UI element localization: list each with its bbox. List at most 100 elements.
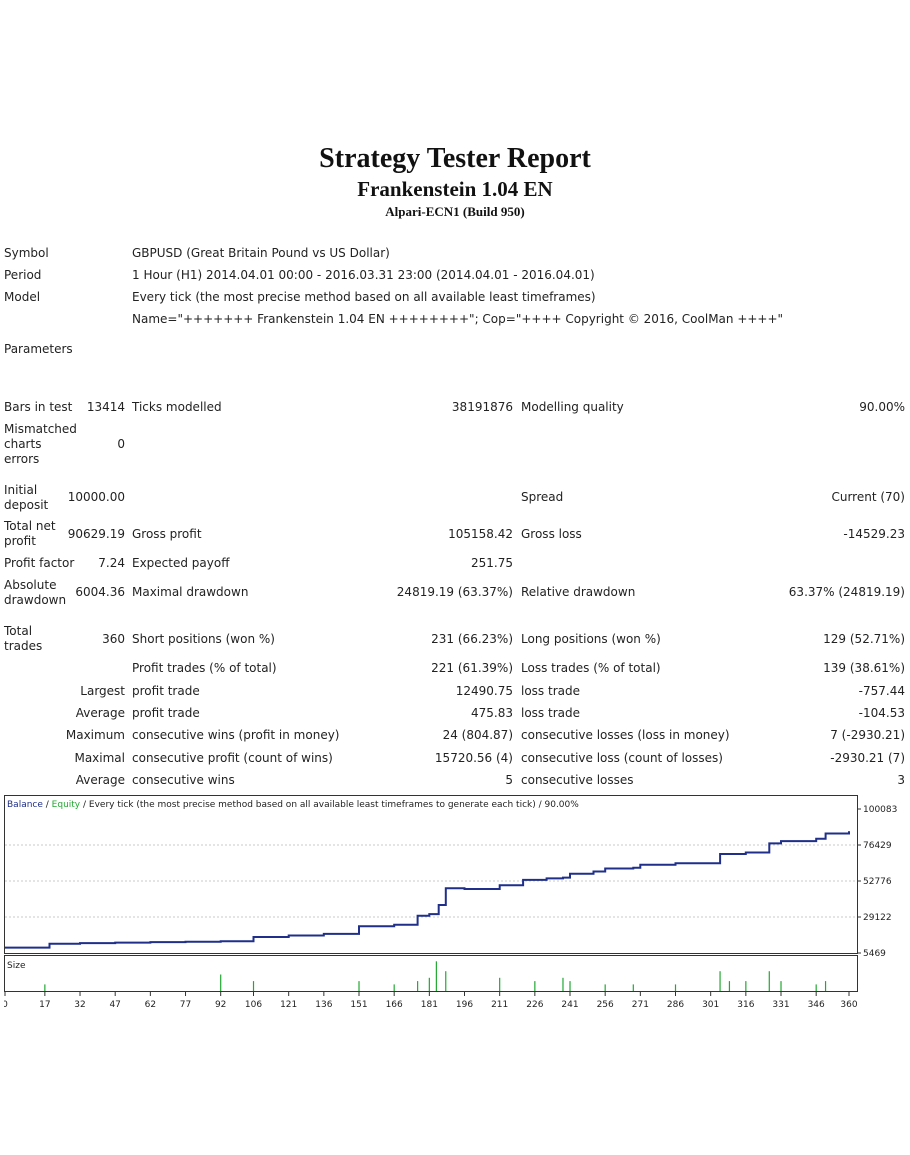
period-value: 1 Hour (H1) 2014.04.01 00:00 - 2016.03.3…	[132, 268, 595, 282]
x-tick-label: 331	[772, 1000, 789, 1010]
x-tick-label: 256	[597, 1000, 614, 1010]
netprofit-label: Total net profit	[4, 519, 56, 548]
reldd-value: 63.37% (24819.19)	[788, 585, 905, 599]
short-label: Short positions (won %)	[132, 632, 275, 646]
balance-chart: Balance / Equity / Every tick (the most …	[4, 795, 897, 1010]
maximal-cons-profit-value: 15720.56 (4)	[434, 751, 513, 765]
report-title: Strategy Tester Report	[319, 143, 591, 174]
absdd-label: Absolute drawdown	[4, 578, 67, 607]
parameters-label: Parameters	[4, 342, 73, 356]
x-tick-label: 241	[561, 1000, 578, 1010]
deposit-label: Initial deposit	[4, 483, 49, 512]
x-tick-label: 166	[386, 1000, 403, 1010]
chart-grid	[5, 844, 857, 918]
x-axis-ticks: 0 17 32 47 62 77 92 106 121 136 151 166 181 196 211 226…	[4, 992, 858, 1010]
reldd-label: Relative drawdown	[521, 585, 636, 599]
model-value: Every tick (the most precise method base…	[132, 290, 596, 304]
x-tick-label: 0	[4, 1000, 8, 1010]
avg-cons-losses-value: 3	[897, 773, 905, 787]
maxdd-label: Maximal drawdown	[132, 585, 249, 599]
balance-line	[5, 831, 850, 949]
grossprofit-label: Gross profit	[132, 527, 202, 541]
largest-loss-value: -757.44	[858, 684, 905, 698]
maximum-label: Maximum	[65, 728, 125, 742]
size-label: Size	[7, 961, 26, 971]
maximal-cons-loss-label: consecutive loss (count of losses)	[521, 751, 723, 765]
x-tick-label: 211	[491, 1000, 508, 1010]
x-tick-label: 181	[421, 1000, 438, 1010]
x-tick-label: 121	[280, 1000, 297, 1010]
grossloss-label: Gross loss	[521, 527, 582, 541]
mismatched-label: Mismatched charts errors	[4, 422, 77, 466]
y-tick-label: 76429	[863, 841, 892, 851]
ticks-value: 38191876	[451, 400, 513, 414]
grossprofit-value: 105158.42	[448, 527, 513, 541]
avg-cons-losses-label: consecutive losses	[521, 773, 634, 787]
payoff-label: Expected payoff	[132, 556, 230, 570]
average2-label: Average	[75, 773, 125, 787]
y-tick-label: 29122	[863, 913, 892, 923]
quality-label: Modelling quality	[521, 400, 624, 414]
x-tick-label: 136	[315, 1000, 332, 1010]
x-tick-label: 316	[737, 1000, 754, 1010]
symbol-label: Symbol	[4, 246, 49, 260]
legend-equity: Equity	[52, 800, 81, 810]
average-label: Average	[75, 706, 125, 720]
avg-cons-wins-label: consecutive wins	[132, 773, 235, 787]
max-cons-losses-label: consecutive losses (loss in money)	[521, 728, 730, 742]
y-tick-label: 5469	[863, 949, 886, 959]
x-tick-label: 106	[245, 1000, 262, 1010]
y-axis-ticks: 100083 76429 52776 29122 5469	[857, 805, 897, 959]
x-tick-label: 32	[74, 1000, 85, 1010]
absdd-value: 6004.36	[75, 585, 125, 599]
largest-label: Largest	[80, 684, 125, 698]
x-tick-label: 360	[840, 1000, 857, 1010]
largest-profit-value: 12490.75	[455, 684, 513, 698]
bars-label: Bars in test	[4, 400, 73, 414]
report-header: Strategy Tester Report Frankenstein 1.04…	[0, 142, 910, 222]
maximal-label: Maximal	[74, 751, 125, 765]
x-tick-label: 77	[180, 1000, 191, 1010]
ltrades-value: 139 (38.61%)	[823, 661, 905, 675]
payoff-value: 251.75	[471, 556, 513, 570]
legend-sep: /	[43, 800, 52, 810]
x-tick-label: 196	[456, 1000, 473, 1010]
long-label: Long positions (won %)	[521, 632, 661, 646]
quality-value: 90.00%	[859, 400, 905, 414]
spread-label: Spread	[521, 490, 564, 504]
largest-loss-label: loss trade	[521, 684, 580, 698]
maximal-cons-loss-value: -2930.21 (7)	[830, 751, 905, 765]
average-loss-label: loss trade	[521, 706, 580, 720]
grossloss-value: -14529.23	[843, 527, 905, 541]
ticks-label: Ticks modelled	[132, 400, 222, 414]
max-cons-losses-value: 7 (-2930.21)	[830, 728, 905, 742]
avg-cons-wins-value: 5	[505, 773, 513, 787]
ltrades-label: Loss trades (% of total)	[521, 661, 661, 675]
x-tick-label: 62	[145, 1000, 156, 1010]
mismatched-value: 0	[117, 437, 125, 451]
average-loss-value: -104.53	[858, 706, 905, 720]
server-build: Alpari-ECN1 (Build 950)	[385, 204, 525, 219]
model-params: Name="+++++++ Frankenstein 1.04 EN +++++…	[132, 312, 784, 326]
expert-name: Frankenstein 1.04 EN	[357, 177, 553, 201]
x-tick-label: 17	[39, 1000, 50, 1010]
spread-value: Current (70)	[831, 490, 905, 504]
main-plot-frame	[4, 795, 858, 954]
largest-profit-label: profit trade	[132, 684, 200, 698]
size-plot-frame	[4, 955, 858, 992]
x-tick-label: 271	[632, 1000, 649, 1010]
legend-balance: Balance	[7, 800, 43, 810]
average-profit-value: 475.83	[471, 706, 513, 720]
x-tick-label: 92	[215, 1000, 226, 1010]
long-value: 129 (52.71%)	[823, 632, 905, 646]
x-tick-label: 301	[702, 1000, 719, 1010]
maximal-cons-profit-label: consecutive profit (count of wins)	[132, 751, 333, 765]
symbol-value: GBPUSD (Great Britain Pound vs US Dollar…	[132, 246, 390, 260]
trades-label: Total trades	[4, 624, 43, 653]
x-tick-label: 226	[526, 1000, 543, 1010]
y-tick-label: 100083	[863, 805, 897, 815]
size-bars	[44, 961, 827, 991]
ptrades-value: 221 (61.39%)	[431, 661, 513, 675]
legend-description: / Every tick (the most precise method ba…	[80, 800, 579, 810]
model-label: Model	[4, 290, 41, 304]
